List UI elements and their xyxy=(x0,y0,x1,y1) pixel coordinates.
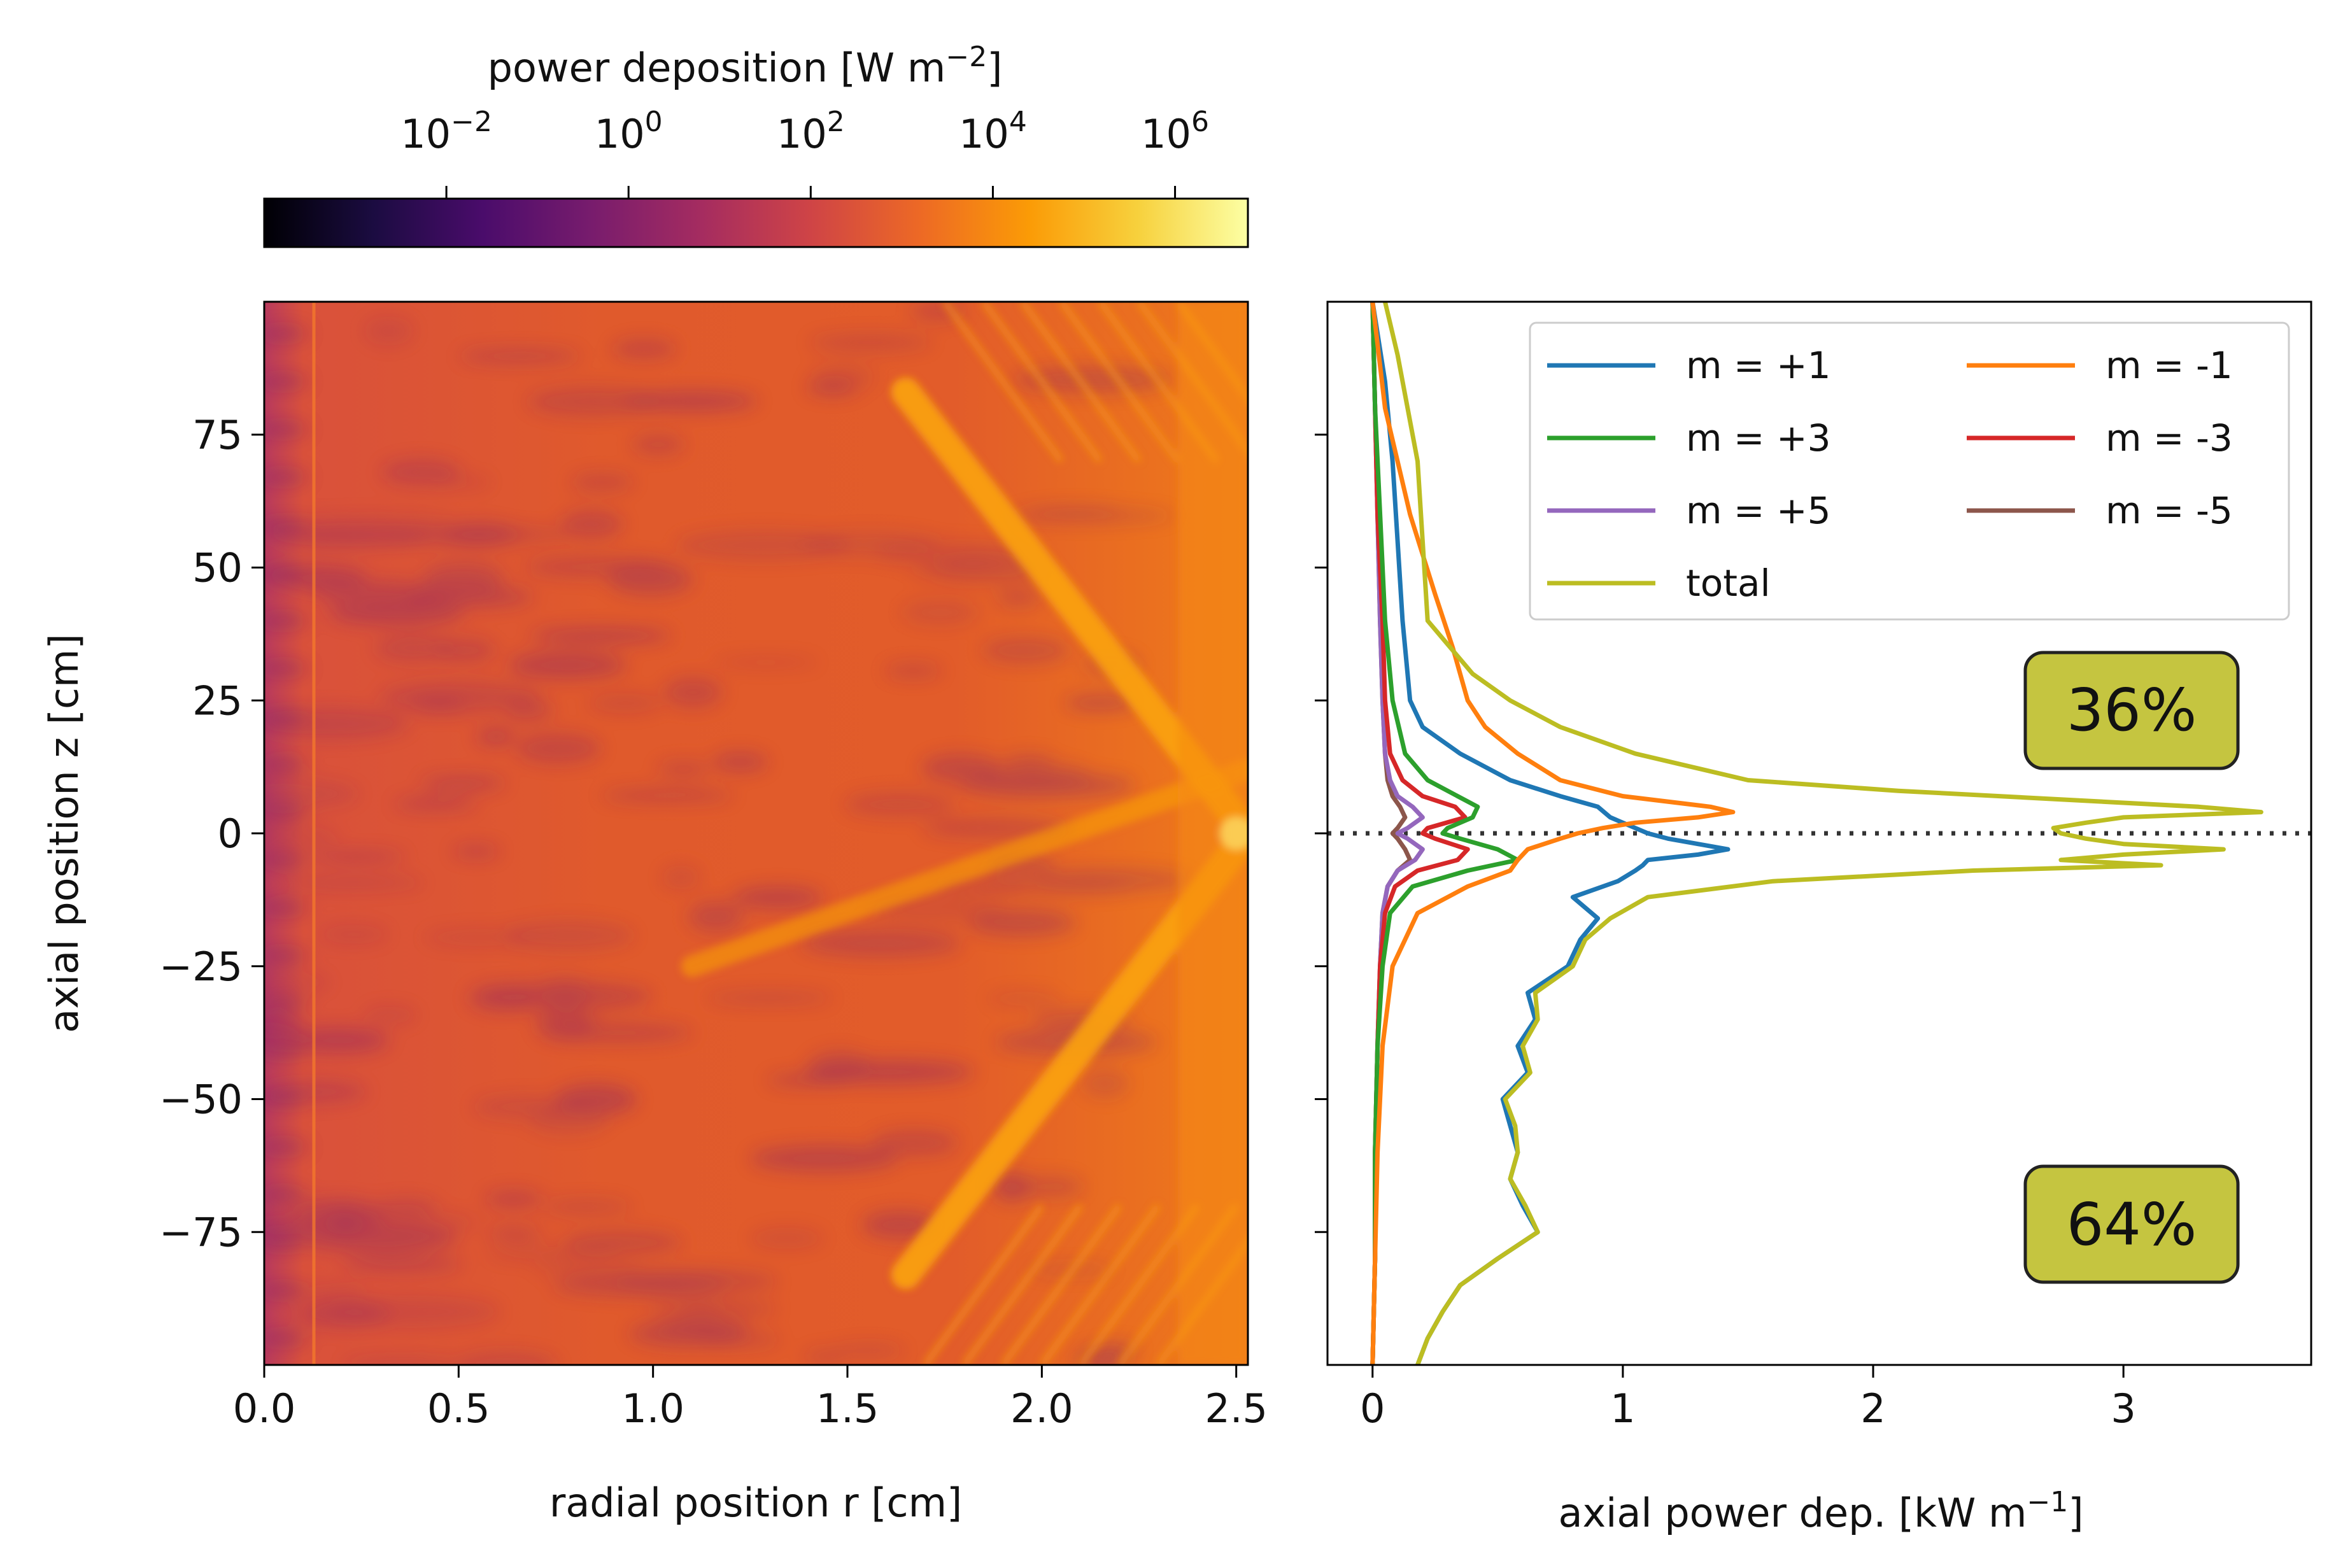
colorbar: 10−2 100 102 104 106 power deposition [W m−2… xyxy=(263,41,1249,248)
heatmap-y-tick-label: −25 xyxy=(159,943,243,990)
line-x-ticks: 0 1 2 3 xyxy=(1360,1365,2136,1432)
heatmap-x-tick-label: 0.5 xyxy=(427,1385,490,1432)
lower-badge-box xyxy=(2023,1164,2240,1284)
upper-percentage-badge: 36% xyxy=(2023,651,2240,770)
colorbar-tick-label: 106 xyxy=(1141,106,1209,157)
line-x-tick-label: 0 xyxy=(1360,1385,1385,1432)
heatmap-x-tick-label: 1.5 xyxy=(816,1385,879,1432)
legend-frame xyxy=(1529,321,2290,621)
legend-label-m-minus-1: m = -1 xyxy=(2106,344,2233,387)
colorbar-tick-label: 102 xyxy=(777,106,845,157)
legend-label-m-minus-3: m = -3 xyxy=(2106,416,2233,460)
line-x-label: axial power dep. [kW m−1] xyxy=(1558,1486,2083,1536)
heatmap-y-label: axial position z [cm] xyxy=(41,633,87,1033)
heatmap-y-tick-label: 75 xyxy=(192,412,243,458)
legend-label-m-plus-1: m = +1 xyxy=(1686,344,1830,387)
legend-label-total: total xyxy=(1686,562,1771,605)
lower-percentage-text: 64% xyxy=(2067,1190,2197,1259)
heatmap-y-tick-label: −75 xyxy=(159,1209,243,1255)
heatmap-ridge xyxy=(681,758,1248,977)
legend-label-m-plus-5: m = +5 xyxy=(1686,489,1830,532)
heatmap-image xyxy=(264,302,1248,1365)
heatmap-x-label: radial position r [cm] xyxy=(549,1480,962,1526)
colorbar-label: power deposition [W m−2] xyxy=(488,41,1003,91)
heatmap-y-tick-label: −50 xyxy=(159,1077,243,1123)
upper-percentage-text: 36% xyxy=(2067,676,2197,744)
legend-label-m-minus-5: m = -5 xyxy=(2106,489,2233,532)
heatmap-y-tick-label: 0 xyxy=(218,810,243,857)
series-line-total xyxy=(1382,302,2263,1365)
heatmap-x-ticks: 0.0 0.5 1.0 1.5 2.0 2.5 xyxy=(233,1365,1268,1432)
heatmap-panel: 0.0 0.5 1.0 1.5 2.0 2.5 75 50 25 0 −25 −50 −75 radi… xyxy=(41,300,1268,1526)
heatmap-x-tick-label: 1.0 xyxy=(621,1385,684,1432)
series-lines xyxy=(1370,302,2263,1365)
colorbar-ticks: 10−2 100 102 104 106 xyxy=(400,106,1209,199)
heatmap-x-tick-label: 2.0 xyxy=(1010,1385,1073,1432)
series-line-m-plus-3 xyxy=(1370,302,1520,1365)
colorbar-gradient xyxy=(263,197,1249,248)
heatmap-y-tick-label: 50 xyxy=(192,545,243,591)
heatmap-y-tick-label: 25 xyxy=(192,677,243,724)
lower-percentage-badge: 64% xyxy=(2023,1164,2240,1284)
heatmap-x-tick-label: 2.5 xyxy=(1205,1385,1268,1432)
legend: m = +1 m = +3 m = +5 total m = -1 m = -3 m = -… xyxy=(1529,321,2290,621)
colorbar-tick-label: 10−2 xyxy=(400,106,492,157)
line-x-tick-label: 2 xyxy=(1860,1385,1885,1432)
heatmap-y-ticks: 75 50 25 0 −25 −50 −75 xyxy=(159,412,264,1255)
legend-label-m-plus-3: m = +3 xyxy=(1686,416,1830,460)
series-line-m-minus-1 xyxy=(1370,302,1736,1365)
line-x-tick-label: 3 xyxy=(2111,1385,2135,1432)
line-y-ticks xyxy=(1315,434,1327,1233)
colorbar-tick-label: 104 xyxy=(959,106,1027,157)
colorbar-tick-label: 100 xyxy=(595,106,663,157)
line-x-tick-label: 1 xyxy=(1610,1385,1635,1432)
upper-badge-box xyxy=(2023,651,2240,770)
heatmap-x-tick-label: 0.0 xyxy=(233,1385,296,1432)
